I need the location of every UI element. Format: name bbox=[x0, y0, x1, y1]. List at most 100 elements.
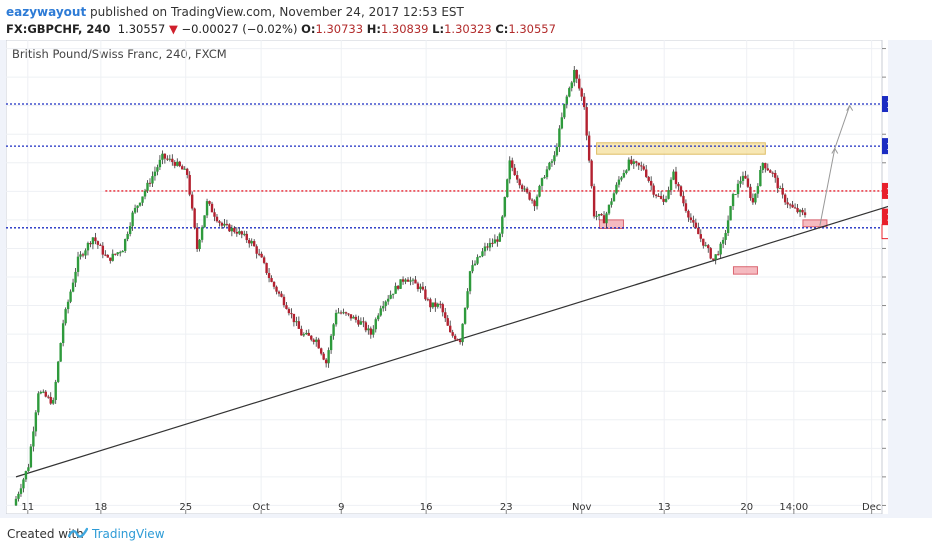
candle-body bbox=[463, 307, 467, 324]
candle-body bbox=[317, 339, 320, 349]
support-marker bbox=[732, 266, 758, 275]
candle-body bbox=[128, 226, 132, 234]
candle-body bbox=[503, 197, 506, 217]
candle-body bbox=[719, 243, 722, 255]
candle-body bbox=[377, 315, 380, 320]
candle-body bbox=[29, 446, 33, 468]
candle-body bbox=[570, 82, 573, 89]
candle-body bbox=[498, 233, 502, 242]
candle-body bbox=[126, 233, 129, 240]
price-chart[interactable]: British Pound/Swiss Franc, 240, FXCM 1.3… bbox=[5, 39, 931, 515]
candle-body bbox=[568, 88, 571, 97]
author-link[interactable]: eazywayout bbox=[6, 5, 87, 19]
candle-body bbox=[250, 241, 253, 244]
candle-body bbox=[123, 239, 127, 251]
candle-body bbox=[334, 312, 338, 325]
tradingview-brand-link[interactable]: TradingView bbox=[92, 527, 165, 541]
chart-panel[interactable]: British Pound/Swiss Franc, 240, FXCM 1.3… bbox=[5, 39, 931, 515]
candle-body bbox=[265, 262, 268, 274]
candle-body bbox=[295, 321, 298, 323]
x-tick-label: Oct bbox=[252, 502, 269, 513]
candle-body bbox=[141, 196, 144, 203]
candle-body bbox=[262, 257, 266, 263]
candle-body bbox=[573, 69, 576, 83]
candle-body bbox=[563, 103, 566, 118]
candle-body bbox=[183, 168, 186, 170]
candle-body bbox=[444, 312, 447, 319]
candle-body bbox=[582, 96, 586, 108]
support-marker bbox=[802, 219, 828, 228]
candle-body bbox=[344, 312, 348, 314]
candle-body bbox=[468, 271, 472, 292]
candle-body bbox=[54, 381, 57, 401]
low-value: 1.30323 bbox=[444, 22, 492, 36]
candle-body bbox=[19, 488, 23, 494]
candle-body bbox=[327, 350, 330, 364]
candle-body bbox=[724, 233, 727, 240]
candle-body bbox=[133, 207, 137, 213]
close-value: 1.30557 bbox=[508, 22, 556, 36]
candle-body bbox=[44, 391, 47, 397]
publish-line: eazywayout published on TradingView.com,… bbox=[6, 5, 464, 19]
candle-body bbox=[319, 348, 323, 354]
candle-body bbox=[607, 204, 611, 214]
candle-body bbox=[555, 146, 559, 156]
candle-body bbox=[312, 339, 315, 342]
candle-body bbox=[260, 253, 263, 258]
candle-body bbox=[101, 245, 105, 255]
candle-body bbox=[424, 289, 427, 300]
candle-body bbox=[776, 177, 779, 189]
candle-body bbox=[372, 329, 375, 335]
candle-body bbox=[218, 221, 221, 223]
candle-body bbox=[640, 165, 643, 167]
candle-body bbox=[215, 216, 219, 222]
candle-body bbox=[255, 246, 258, 254]
publish-header: eazywayout published on TradingView.com,… bbox=[0, 0, 932, 40]
candle-body bbox=[248, 240, 251, 244]
candle-body bbox=[761, 163, 765, 170]
price-change: −0.00027 (−0.02%) bbox=[181, 22, 298, 36]
candle-body bbox=[203, 215, 206, 228]
candle-body bbox=[163, 153, 167, 159]
candle-body bbox=[396, 285, 400, 289]
candle-body bbox=[801, 209, 804, 213]
candle-body bbox=[769, 170, 772, 173]
candle-body bbox=[528, 192, 531, 200]
candle-body bbox=[173, 162, 176, 166]
candle-body bbox=[59, 343, 62, 362]
candle-body bbox=[382, 306, 385, 309]
candle-body bbox=[704, 245, 707, 247]
candle-body bbox=[783, 194, 787, 203]
candle-body bbox=[310, 335, 313, 340]
x-tick-label: 16 bbox=[420, 502, 433, 513]
candle-body bbox=[682, 195, 685, 204]
candle-body bbox=[349, 314, 353, 319]
candle-body bbox=[14, 498, 18, 506]
candle-body bbox=[774, 172, 777, 178]
candle-body bbox=[446, 318, 449, 326]
candle-body bbox=[86, 243, 90, 251]
candle-body bbox=[689, 217, 693, 221]
candle-body bbox=[491, 242, 494, 244]
candle-body bbox=[578, 78, 581, 89]
candle-body bbox=[540, 178, 544, 186]
candle-body bbox=[121, 250, 124, 253]
candle-body bbox=[252, 241, 256, 247]
x-tick-label: Nov bbox=[572, 502, 592, 513]
candle-body bbox=[99, 244, 102, 246]
candle-body bbox=[342, 312, 345, 314]
candle-body bbox=[22, 479, 25, 489]
candle-body bbox=[195, 227, 199, 250]
candle-body bbox=[657, 195, 660, 197]
candle-body bbox=[34, 412, 38, 432]
candle-body bbox=[692, 220, 695, 223]
candle-body bbox=[518, 179, 521, 186]
candle-body bbox=[143, 190, 147, 197]
candle-body bbox=[694, 222, 698, 228]
candle-body bbox=[208, 201, 211, 204]
candle-body bbox=[439, 303, 442, 305]
candle-body bbox=[637, 162, 640, 166]
candle-body bbox=[592, 186, 596, 217]
candle-body bbox=[357, 319, 360, 325]
candle-body bbox=[466, 291, 469, 308]
